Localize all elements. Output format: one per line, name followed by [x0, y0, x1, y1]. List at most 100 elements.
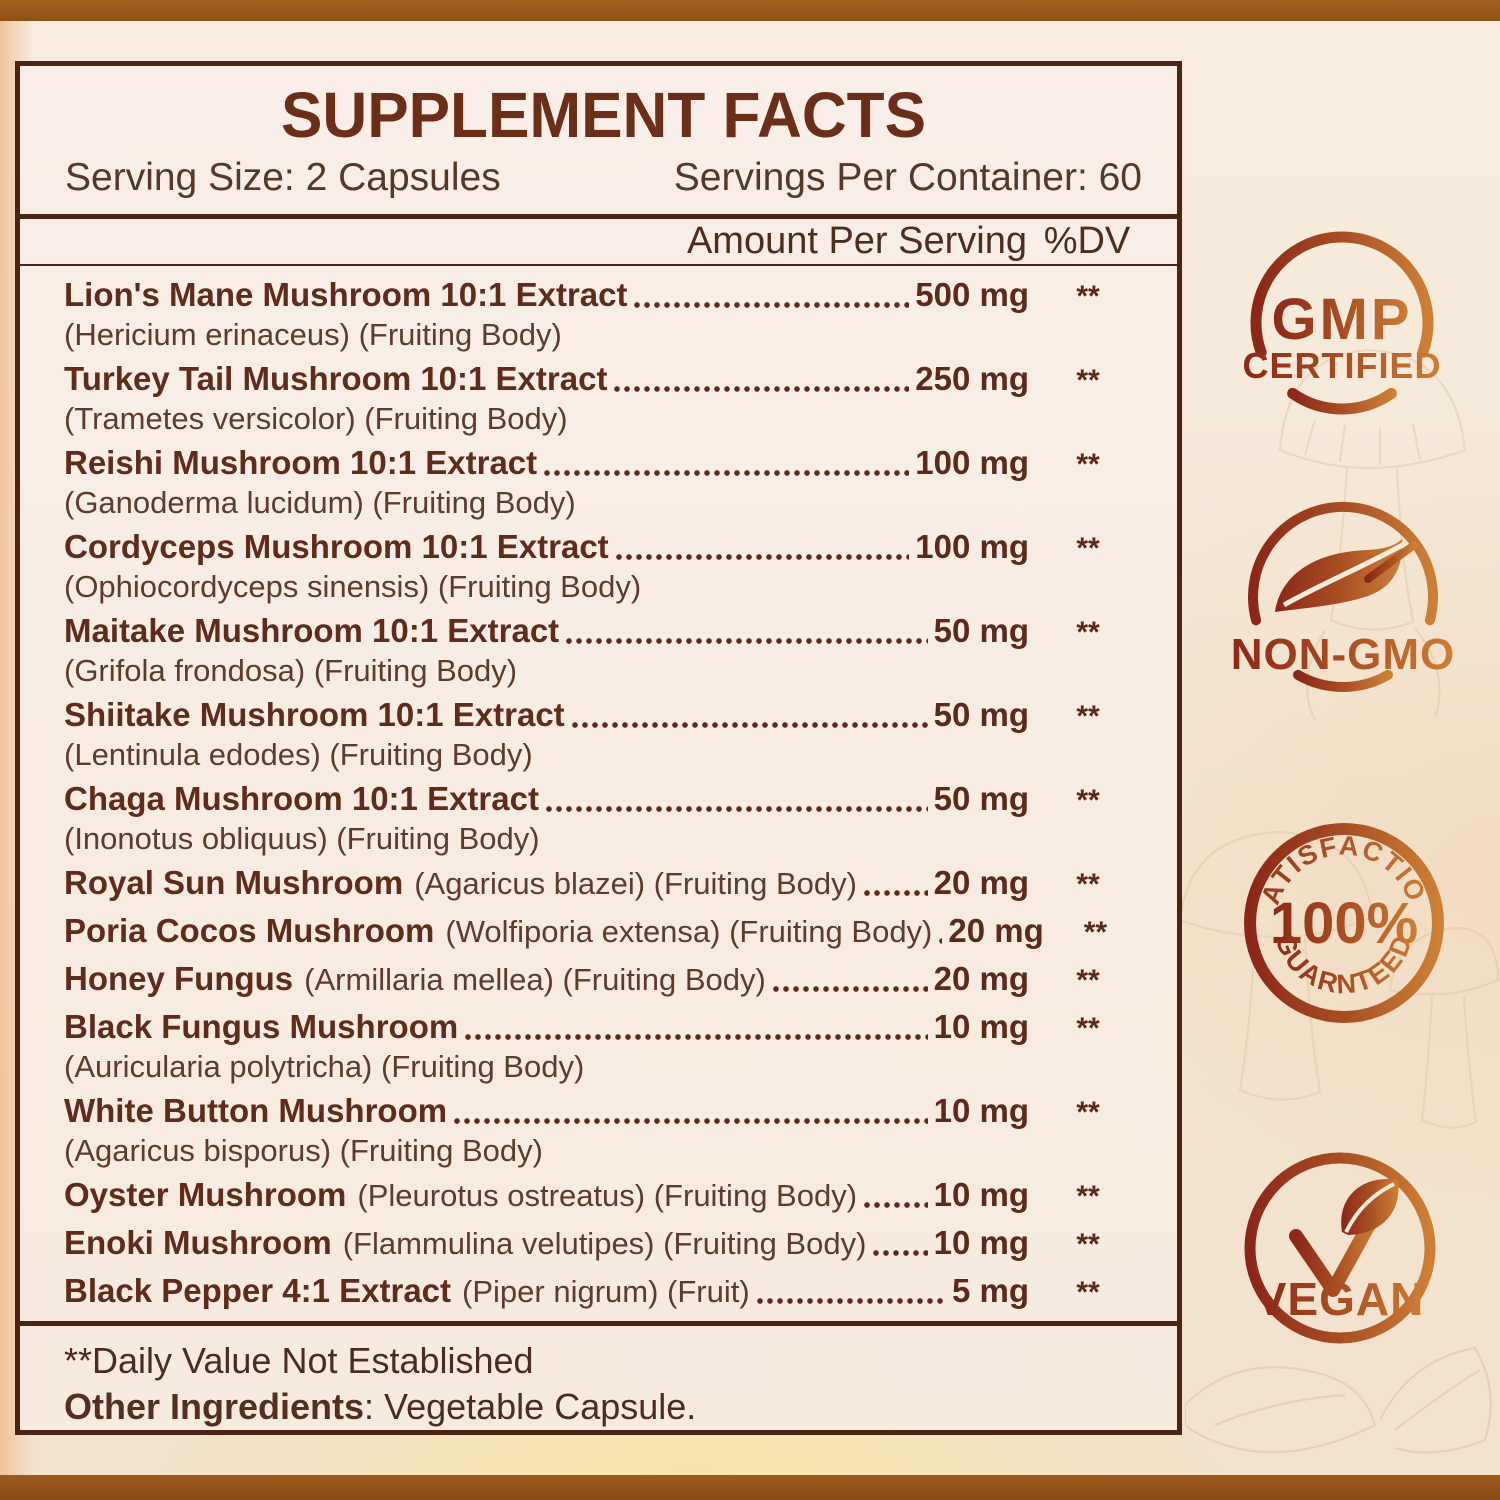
ingredient-name: Poria Cocos Mushroom [64, 912, 435, 950]
ingredient-name: Oyster Mushroom [64, 1176, 347, 1214]
ingredient-name: Lion's Mane Mushroom 10:1 Extract [64, 276, 628, 314]
ingredient-name: Black Fungus Mushroom [64, 1008, 459, 1046]
ingredient-amount: 100 mg [915, 444, 1029, 482]
panel-header: SUPPLEMENT FACTS Serving Size: 2 Capsule… [20, 66, 1177, 214]
ring-icon [1244, 1152, 1436, 1344]
ingredient-name: Turkey Tail Mushroom 10:1 Extract [64, 360, 608, 398]
ingredient-name: Reishi Mushroom 10:1 Extract [64, 444, 538, 482]
ingredient-name: Shiitake Mushroom 10:1 Extract [64, 696, 565, 734]
leaf-icon [1275, 539, 1418, 612]
gmp-certified-badge: GMP CERTIFIED [1242, 231, 1441, 415]
dot-leader [565, 634, 928, 647]
ingredient-dv: ** [1076, 1276, 1100, 1310]
ingredient-row: Poria Cocos Mushroom (Wolfiporia extensa… [64, 913, 1147, 951]
dot-leader [613, 382, 910, 395]
dot-leader [453, 1114, 928, 1127]
ingredient-dv: ** [1076, 964, 1100, 998]
vegan-text: VEGAN [1256, 1273, 1425, 1325]
gmp-text: GMP [1271, 287, 1412, 352]
dot-leader [771, 982, 928, 995]
ingredient-amount: 10 mg [933, 1176, 1029, 1214]
dot-leader [544, 802, 928, 815]
check-leaf-icon [1289, 1179, 1399, 1297]
ingredient-dv: ** [1076, 364, 1100, 398]
ingredient-dv: ** [1076, 448, 1100, 482]
ingredient-dv: ** [1076, 616, 1100, 650]
bottom-border-bar [0, 1475, 1500, 1500]
ingredient-row: Lion's Mane Mushroom 10:1 Extract 500 mg… [64, 276, 1147, 353]
ingredient-latin: (Auricularia polytricha) (Fruiting Body) [64, 1049, 585, 1085]
ingredient-dv: ** [1076, 1096, 1100, 1130]
amount-per-serving-header: Amount Per Serving [686, 219, 1027, 262]
ingredient-dv: ** [1076, 868, 1100, 902]
ingredient-row: Turkey Tail Mushroom 10:1 Extract 250 mg… [64, 360, 1147, 437]
ingredient-latin: (Hericium erinaceus) (Fruiting Body) [64, 317, 562, 353]
hundred-percent-text: 100% [1270, 891, 1418, 956]
top-border-bar [0, 0, 1500, 21]
ingredient-latin: (Ganoderma lucidum) (Fruiting Body) [64, 485, 576, 521]
ingredient-row: Enoki Mushroom (Flammulina velutipes) (F… [64, 1225, 1147, 1263]
ingredient-row: Chaga Mushroom 10:1 Extract 50 mg ** (In… [64, 780, 1147, 856]
servings-per-container: Servings Per Container: 60 [673, 156, 1142, 199]
daily-value-note: **Daily Value Not Established [64, 1340, 534, 1381]
ingredient-row: Maitake Mushroom 10:1 Extract 50 mg ** (… [64, 612, 1147, 688]
serving-row: Serving Size: 2 Capsules Servings Per Co… [65, 152, 1142, 214]
ingredient-name: Royal Sun Mushroom [64, 864, 404, 902]
ingredient-dv: ** [1076, 532, 1100, 566]
ingredient-latin: (Flammulina velutipes) (Fruiting Body) [342, 1226, 867, 1262]
dot-leader [543, 466, 910, 479]
ingredient-row: Royal Sun Mushroom (Agaricus blazei) (Fr… [64, 865, 1147, 903]
ingredient-amount: 5 mg [951, 1272, 1029, 1310]
dot-leader [570, 718, 928, 731]
ingredient-name: Cordyceps Mushroom 10:1 Extract [64, 528, 609, 566]
ingredient-row: Reishi Mushroom 10:1 Extract 100 mg ** (… [64, 444, 1147, 521]
ingredient-latin: (Agaricus blazei) (Fruiting Body) [414, 866, 857, 902]
ingredient-amount: 10 mg [933, 1008, 1029, 1046]
ingredient-dv: ** [1076, 1012, 1100, 1046]
ingredient-amount: 10 mg [933, 1224, 1029, 1262]
ingredient-name: Maitake Mushroom 10:1 Extract [64, 612, 560, 650]
ingredient-amount: 500 mg [915, 276, 1029, 314]
amount-header-row: Amount Per Serving %DV [20, 219, 1177, 263]
footnotes: **Daily Value Not Established Other Ingr… [20, 1326, 1177, 1430]
ring-icon [1250, 231, 1434, 415]
ingredient-amount: 20 mg [948, 912, 1044, 950]
ingredient-dv: ** [1076, 1228, 1100, 1262]
other-ingredients: Other Ingredients: Vegetable Capsule. [64, 1384, 1147, 1430]
ingredient-amount: 50 mg [933, 612, 1029, 650]
dv-header: %DV [1043, 219, 1131, 262]
divider-thick-bottom [20, 1321, 1177, 1326]
ingredient-row: Oyster Mushroom (Pleurotus ostreatus) (F… [64, 1177, 1147, 1215]
ingredient-latin: (Ophiocordyceps sinensis) (Fruiting Body… [64, 569, 642, 605]
dot-leader [614, 550, 910, 563]
ingredient-latin: (Armillaria mellea) (Fruiting Body) [304, 962, 766, 998]
other-ingredients-value: : Vegetable Capsule. [364, 1386, 697, 1427]
dot-leader [633, 298, 910, 311]
ingredient-latin: (Piper nigrum) (Fruit) [462, 1274, 750, 1310]
ingredient-dv: ** [1076, 280, 1100, 314]
ingredient-latin: (Agaricus bisporus) (Fruiting Body) [64, 1133, 543, 1169]
dot-leader [464, 1030, 928, 1043]
ingredient-latin: (Pleurotus ostreatus) (Fruiting Body) [357, 1178, 858, 1214]
other-ingredients-label: Other Ingredients [64, 1386, 365, 1427]
non-gmo-text: NON-GMO [1231, 630, 1456, 679]
divider-thick-top [20, 214, 1177, 220]
dot-leader [938, 934, 943, 947]
ingredient-name: Black Pepper 4:1 Extract [64, 1272, 452, 1310]
dot-leader [755, 1294, 946, 1307]
vegan-badge: VEGAN [1244, 1152, 1436, 1344]
ring-icon [1248, 501, 1438, 692]
ingredient-dv: ** [1083, 916, 1108, 950]
ingredient-amount: 10 mg [933, 1092, 1029, 1130]
ingredient-latin: (Trametes versicolor) (Fruiting Body) [64, 401, 568, 437]
ingredient-amount: 20 mg [933, 864, 1029, 902]
ingredient-name: Chaga Mushroom 10:1 Extract [64, 780, 539, 818]
ingredient-row: Honey Fungus (Armillaria mellea) (Fruiti… [64, 961, 1147, 999]
ingredient-name: Enoki Mushroom [64, 1224, 332, 1262]
ingredient-row: Black Pepper 4:1 Extract (Piper nigrum) … [64, 1273, 1147, 1311]
ring-icon [1244, 823, 1444, 1023]
ingredient-list: Lion's Mane Mushroom 10:1 Extract 500 mg… [20, 266, 1177, 1321]
ingredient-row: Cordyceps Mushroom 10:1 Extract 100 mg *… [64, 528, 1147, 605]
ingredient-row: Shiitake Mushroom 10:1 Extract 50 mg ** … [64, 696, 1147, 772]
